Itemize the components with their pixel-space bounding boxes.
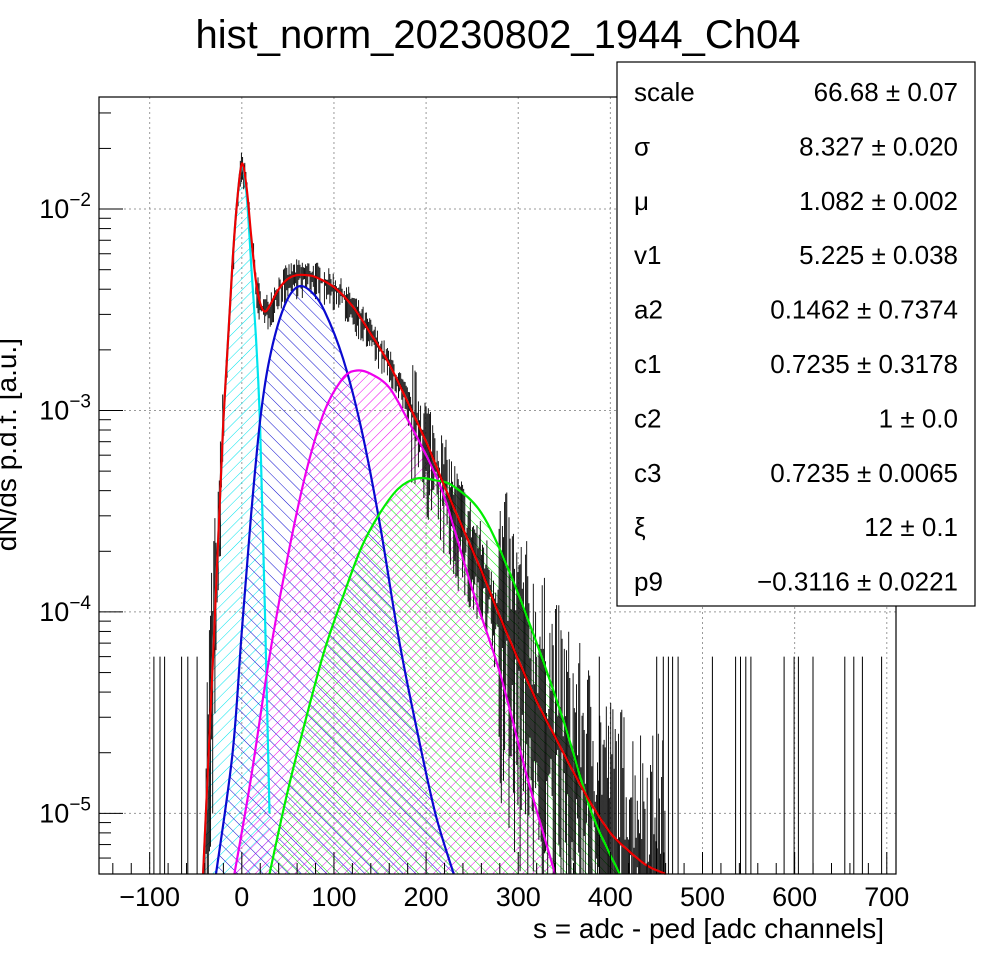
y-axis-title: dN/ds p.d.f. [a.u.] bbox=[0, 338, 22, 551]
stat-value: 5.225 ± 0.038 bbox=[799, 240, 958, 270]
stat-value: 0.7235 ± 0.0065 bbox=[770, 458, 958, 488]
fit-curve-total-fit bbox=[202, 162, 667, 876]
x-tick-label: 300 bbox=[496, 882, 541, 912]
stat-name: c2 bbox=[634, 403, 661, 433]
stat-name: ξ bbox=[634, 512, 646, 542]
stats-box-frame bbox=[616, 61, 976, 607]
stat-name: a2 bbox=[634, 295, 663, 325]
y-tick-labels: 10−2 10−3 10−4 10−5 bbox=[39, 190, 91, 828]
x-tick-label: 0 bbox=[234, 882, 249, 912]
y-tick-label: 10−5 bbox=[39, 794, 91, 828]
x-tick-label: 600 bbox=[772, 882, 817, 912]
chart-title: hist_norm_20230802_1944_Ch04 bbox=[196, 13, 801, 57]
y-tick-label: 10−2 bbox=[39, 190, 91, 224]
x-tick-label: 100 bbox=[311, 882, 356, 912]
stat-value: 66.68 ± 0.07 bbox=[814, 77, 958, 107]
stat-name: σ bbox=[634, 131, 650, 161]
x-tick-label: 200 bbox=[404, 882, 449, 912]
fit-curve-3-p-e- bbox=[268, 476, 621, 875]
x-tick-labels: −100 0 100 200 300 400 500 600 700 bbox=[119, 882, 909, 912]
fit-statistics-box: scale 66.68 ± 0.07 σ 8.327 ± 0.020 μ 1.082 ± … bbox=[616, 61, 976, 607]
histogram-tail-bins bbox=[153, 656, 883, 874]
stat-name: μ bbox=[634, 186, 649, 216]
stat-value: 12 ± 0.1 bbox=[864, 512, 958, 542]
component-fills bbox=[203, 165, 620, 875]
x-tick-label: 700 bbox=[864, 882, 909, 912]
x-tick-label: −100 bbox=[119, 882, 180, 912]
stat-value: 1.082 ± 0.002 bbox=[799, 186, 958, 216]
stat-name: v1 bbox=[634, 240, 661, 270]
y-tick-label: 10−4 bbox=[39, 593, 91, 627]
x-tick-label: 500 bbox=[680, 882, 725, 912]
x-axis-title: s = adc - ped [adc channels] bbox=[533, 913, 884, 944]
stat-name: scale bbox=[634, 77, 695, 107]
stats-rows: scale 66.68 ± 0.07 σ 8.327 ± 0.020 μ 1.082 ± … bbox=[634, 77, 958, 597]
fit-curve-2-p-e- bbox=[233, 369, 557, 875]
stat-name: c3 bbox=[634, 458, 661, 488]
fit-curves bbox=[202, 162, 667, 876]
stat-value: 0.1462 ± 0.7374 bbox=[770, 295, 958, 325]
axis-ticks bbox=[99, 112, 888, 874]
stat-value: 8.327 ± 0.020 bbox=[799, 131, 958, 161]
stat-name: c1 bbox=[634, 349, 661, 379]
stat-value: 0.7235 ± 0.3178 bbox=[770, 349, 958, 379]
stat-name: p9 bbox=[634, 567, 663, 597]
stat-value: 1 ± 0.0 bbox=[879, 403, 958, 433]
y-tick-label: 10−3 bbox=[39, 391, 91, 425]
fit-curve-1-p-e- bbox=[214, 284, 455, 875]
x-tick-label: 400 bbox=[588, 882, 633, 912]
stat-value: −0.3116 ± 0.0221 bbox=[757, 567, 958, 597]
